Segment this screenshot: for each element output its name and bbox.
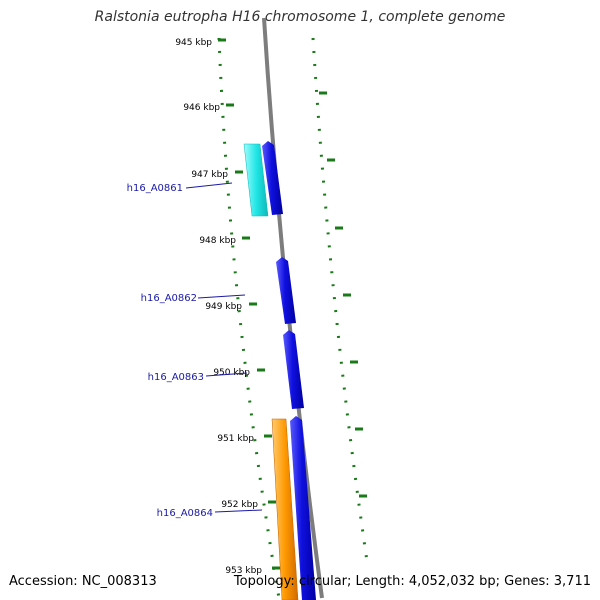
- tick-label: 952 kbp: [221, 500, 258, 510]
- gene-leader-line: [197, 294, 246, 299]
- gene-leader-line: [205, 372, 248, 377]
- tick-label: 948 kbp: [199, 236, 236, 246]
- tick-label: 953 kbp: [225, 566, 262, 576]
- ruler-ticks: [218, 38, 280, 570]
- tick-label: 949 kbp: [205, 302, 242, 312]
- gene-label-h16-a0861: h16_A0861: [127, 183, 183, 194]
- gene-label-h16-a0864: h16_A0864: [157, 508, 213, 519]
- genome-summary-text: Topology: circular; Length: 4,052,032 bp…: [233, 574, 591, 589]
- cds-arrow-h16-a0861: [262, 141, 283, 215]
- gene-leader-line: [185, 182, 233, 189]
- tick-label: 950 kbp: [213, 368, 250, 378]
- accession-text: Accession: NC_008313: [9, 574, 157, 589]
- tick-label: 951 kbp: [217, 434, 254, 444]
- gc-track-right: [311, 37, 370, 569]
- gene-label-h16-a0862: h16_A0862: [141, 293, 197, 304]
- gc-track-right-dashes: [319, 91, 367, 498]
- feature-cyan: [243, 143, 269, 217]
- gene-label-h16-a0863: h16_A0863: [148, 372, 204, 383]
- map-title: Ralstonia eutropha H16 chromosome 1, com…: [94, 9, 506, 25]
- feature-orange: [271, 418, 299, 600]
- tick-label: 946 kbp: [183, 103, 220, 113]
- gene-leader-line: [214, 509, 263, 513]
- tick-label: 947 kbp: [191, 170, 228, 180]
- cds-arrow-h16-a0864: [290, 416, 316, 600]
- tick-label: 945 kbp: [175, 38, 212, 48]
- cds-arrow-h16-a0862: [276, 257, 296, 324]
- gc-track-left: [217, 37, 281, 599]
- cds-arrow-h16-a0863: [283, 330, 304, 409]
- ruler-tick-labels: 945 kbp 946 kbp 947 kbp 948 kbp 949 kbp …: [175, 38, 262, 576]
